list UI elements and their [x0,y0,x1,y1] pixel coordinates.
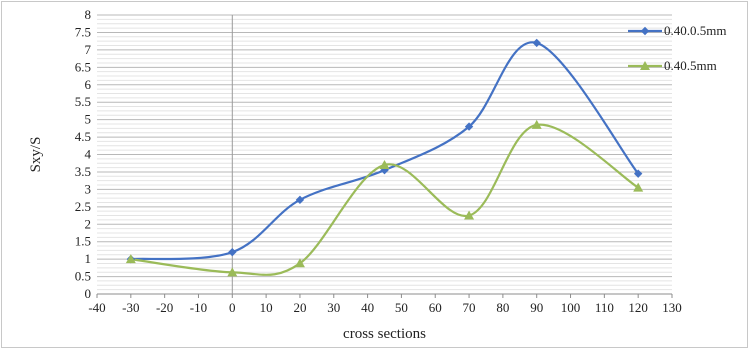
x-tick-label: 80 [496,300,509,315]
y-axis-title: Sxy/S [28,137,44,173]
data-point-series-2 [125,254,136,264]
data-point-series-2 [227,267,238,277]
x-tick-label: 50 [395,300,408,315]
data-point-series-1 [532,38,541,48]
series-line-1 [130,41,640,261]
y-tick-label: 6 [85,77,92,92]
legend-marker-icon [640,61,650,70]
x-tick-label: 0 [229,300,236,315]
data-point-series-2 [531,119,542,129]
y-tick-label: 0 [85,286,92,301]
data-point-series-2 [633,182,644,192]
x-tick-label: 110 [595,300,614,315]
legend-label: 0.40.0.5mm [664,23,726,38]
y-tick-label: 8 [85,7,92,22]
y-tick-label: 7.5 [75,24,91,39]
y-tick-label: 3 [85,181,92,196]
y-tick-label: 0.5 [75,269,91,284]
x-tick-label: -30 [122,300,139,315]
gridlines [97,14,672,295]
series-line-2 [130,123,639,276]
x-tick-label: 130 [662,300,682,315]
y-tick-label: 5.5 [75,94,91,109]
x-tick-label: 10 [260,300,273,315]
y-tick-label: 1 [85,251,92,266]
x-tick-label: 100 [561,300,581,315]
x-tick-label: 40 [361,300,374,315]
data-point-series-1 [295,195,305,205]
legend-item-1: 0.40.0.5mm [628,23,726,38]
x-tick-label: 120 [628,300,648,315]
data-point-series-1 [633,169,643,178]
y-tick-label: 6.5 [75,59,91,74]
x-tick-label: 90 [530,300,543,315]
x-tick-label: 70 [463,300,476,315]
y-tick-label: 7 [85,42,92,57]
legend: 0.40.0.5mm 0.40.5mm [628,23,726,73]
data-point-series-2 [464,210,475,220]
x-tick-label: 60 [429,300,442,315]
y-tick-label: 5 [85,112,92,127]
y-tick-label: 2 [85,216,92,231]
legend-label: 0.40.5mm [664,58,717,73]
x-tick-label: 30 [327,300,340,315]
legend-marker-icon [640,26,650,36]
data-point-series-2 [379,159,390,169]
legend-item-2: 0.40.5mm [628,58,717,73]
x-axis-title: cross sections [343,326,426,342]
y-tick-label: 1.5 [75,234,91,249]
y-tick-label: 3.5 [75,164,91,179]
data-point-series-1 [228,247,237,257]
x-tick-label: 20 [293,300,306,315]
axes: 0 0.5 1 1.5 2 2.5 3 3.5 4 4.5 5 5.5 6 6.5 7 7.5 8 -40 -30 -… [75,7,682,315]
data-point-series-1 [464,122,474,131]
x-tick-label: -40 [88,300,105,315]
x-tick-label: -10 [190,300,207,315]
data-point-series-2 [294,258,305,268]
y-tick-label: 4.5 [75,129,91,144]
y-tick-label: 2.5 [75,199,91,214]
series-markers [125,38,644,277]
y-tick-label: 4 [85,147,92,162]
x-tick-label: -20 [156,300,173,315]
